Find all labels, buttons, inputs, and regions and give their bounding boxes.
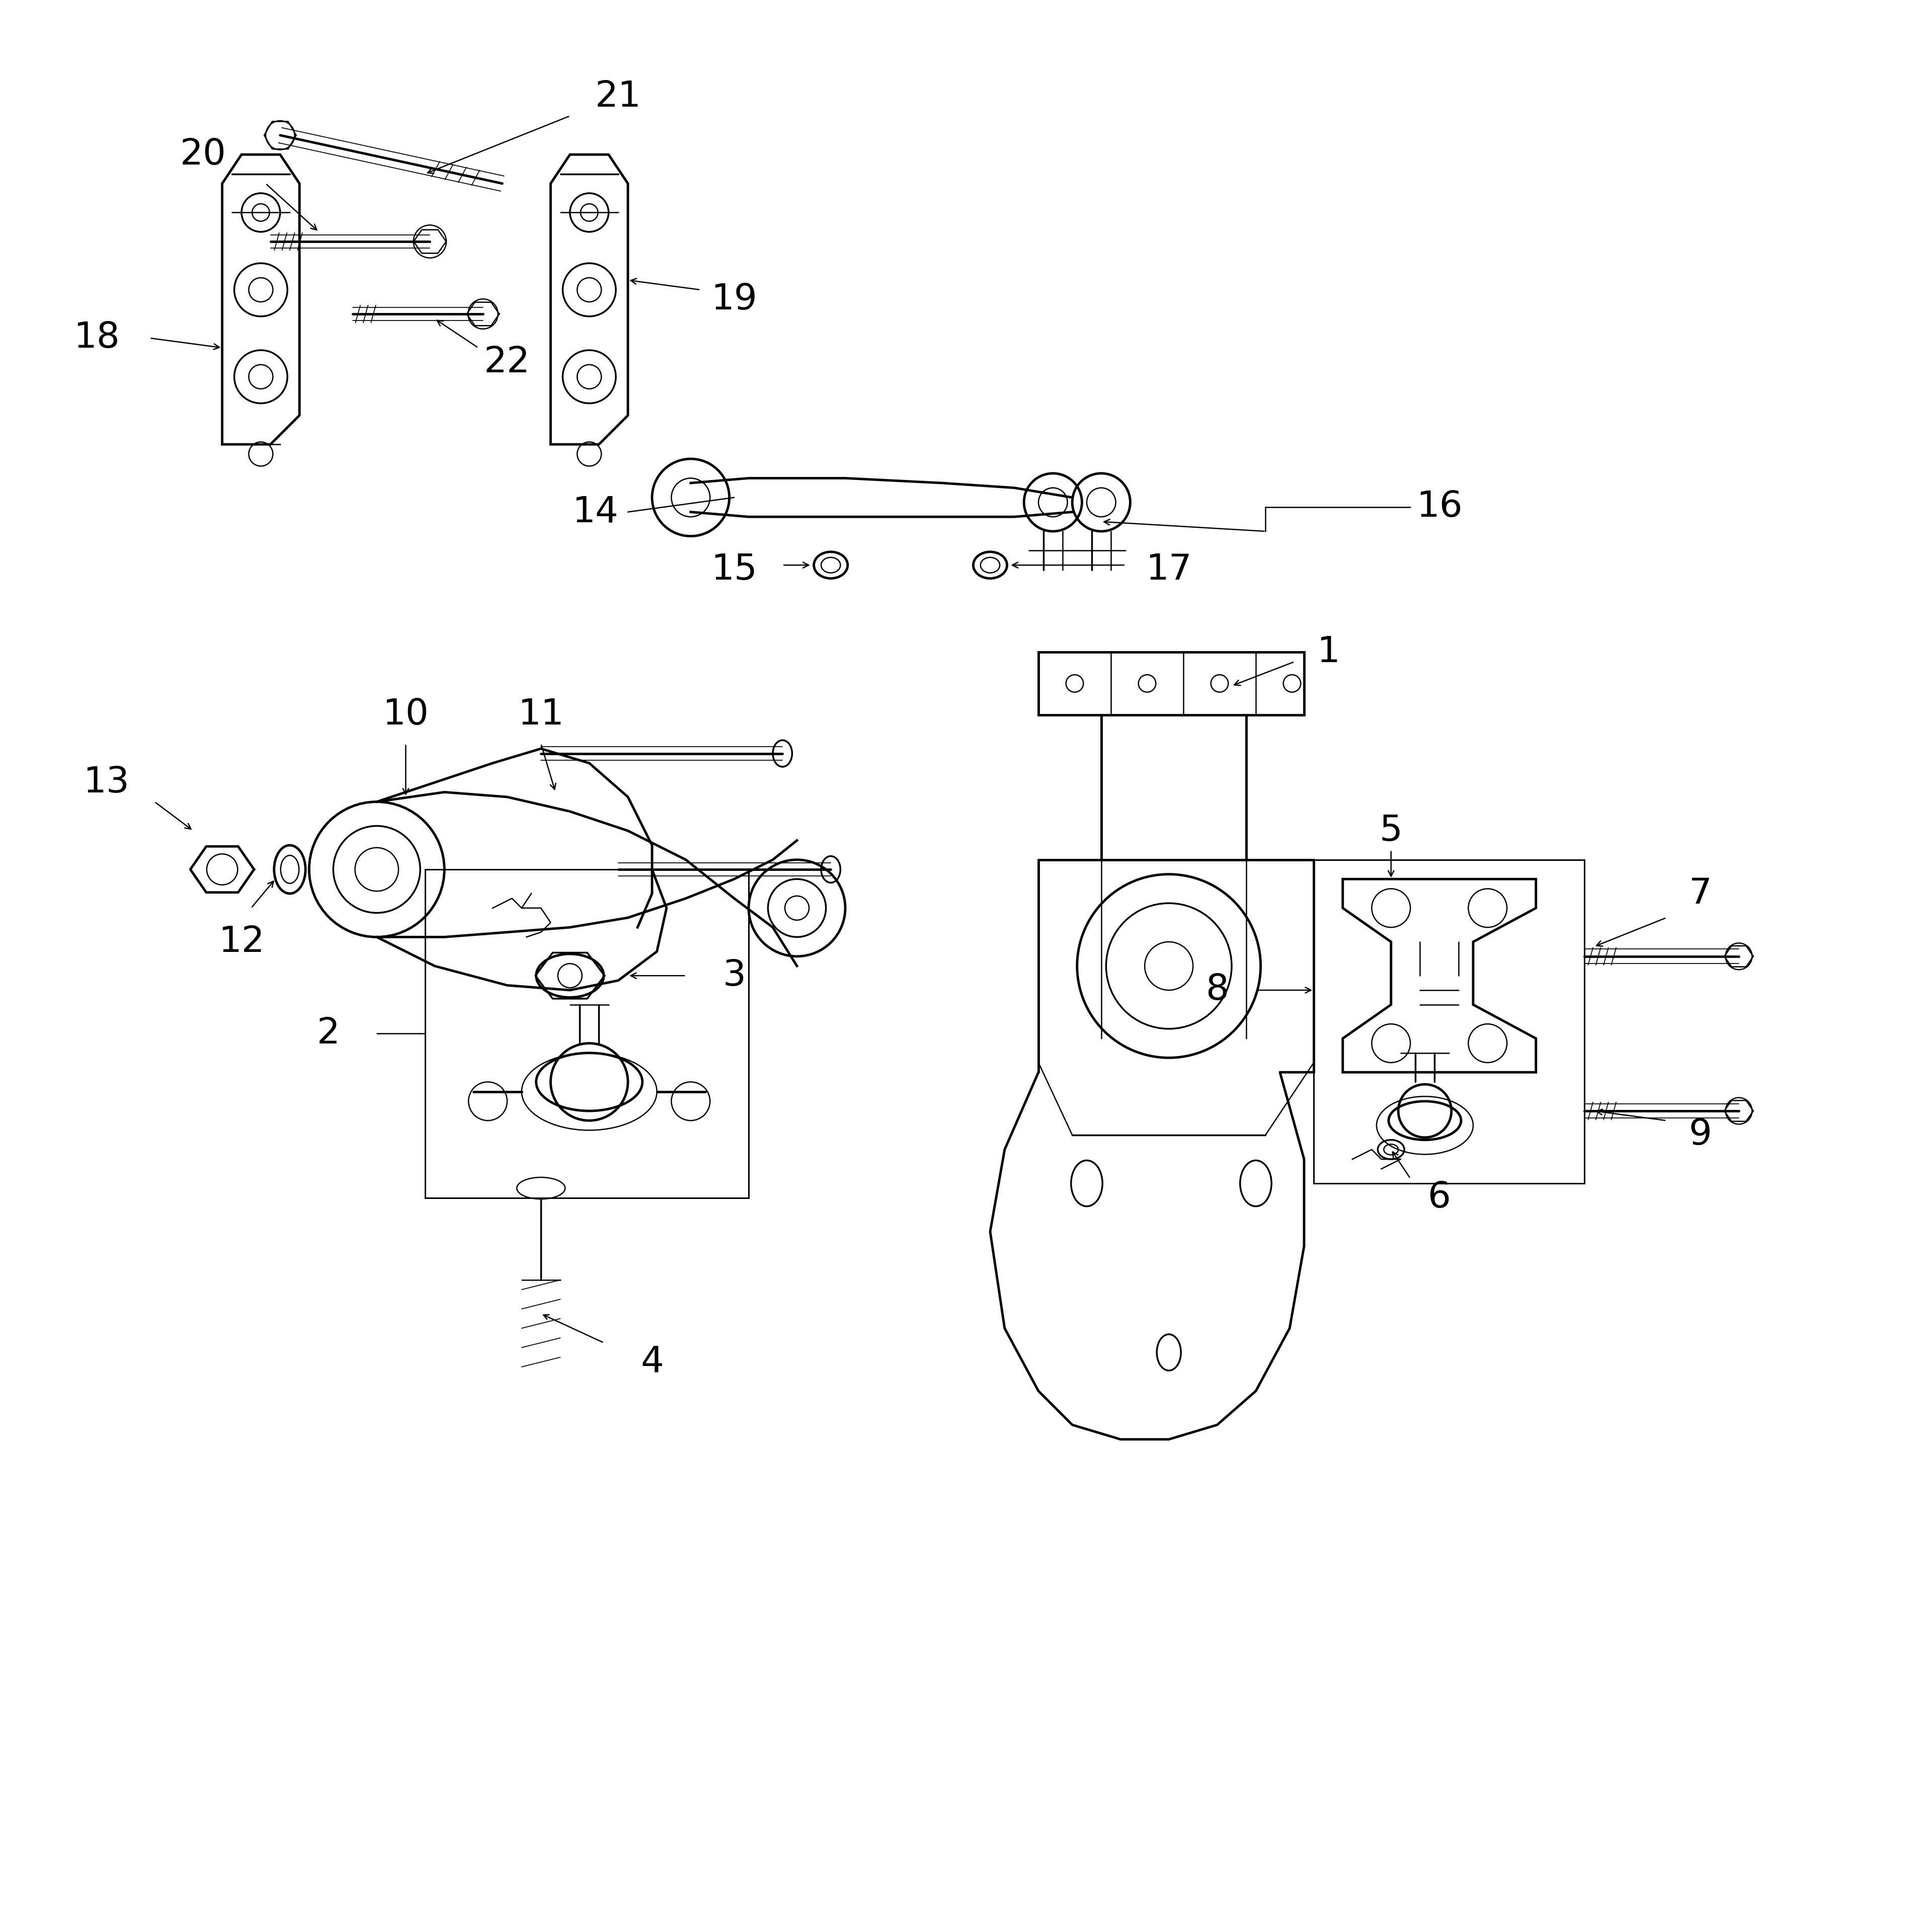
Text: 8: 8: [1206, 974, 1229, 1007]
Bar: [1039, 653, 1304, 715]
Text: 6: 6: [1428, 1180, 1451, 1215]
Text: 12: 12: [218, 925, 265, 958]
Text: 4: 4: [641, 1345, 663, 1379]
Text: 22: 22: [485, 346, 529, 379]
Text: 7: 7: [1689, 877, 1712, 910]
Text: 5: 5: [1379, 813, 1403, 848]
Text: 18: 18: [73, 321, 120, 355]
Bar: [425, 869, 750, 1198]
Text: 15: 15: [711, 553, 757, 587]
Text: 19: 19: [711, 282, 757, 317]
Bar: [1314, 860, 1584, 1182]
Text: 13: 13: [83, 765, 129, 800]
Text: 10: 10: [383, 697, 429, 732]
Text: 2: 2: [317, 1016, 340, 1051]
Text: 3: 3: [723, 958, 746, 993]
Text: 1: 1: [1318, 636, 1339, 668]
Text: 20: 20: [180, 137, 226, 172]
Text: 14: 14: [572, 495, 618, 529]
Text: 17: 17: [1146, 553, 1192, 587]
Text: 9: 9: [1689, 1119, 1712, 1151]
Text: 21: 21: [595, 79, 641, 114]
Text: 11: 11: [518, 697, 564, 732]
Text: 16: 16: [1416, 491, 1463, 524]
